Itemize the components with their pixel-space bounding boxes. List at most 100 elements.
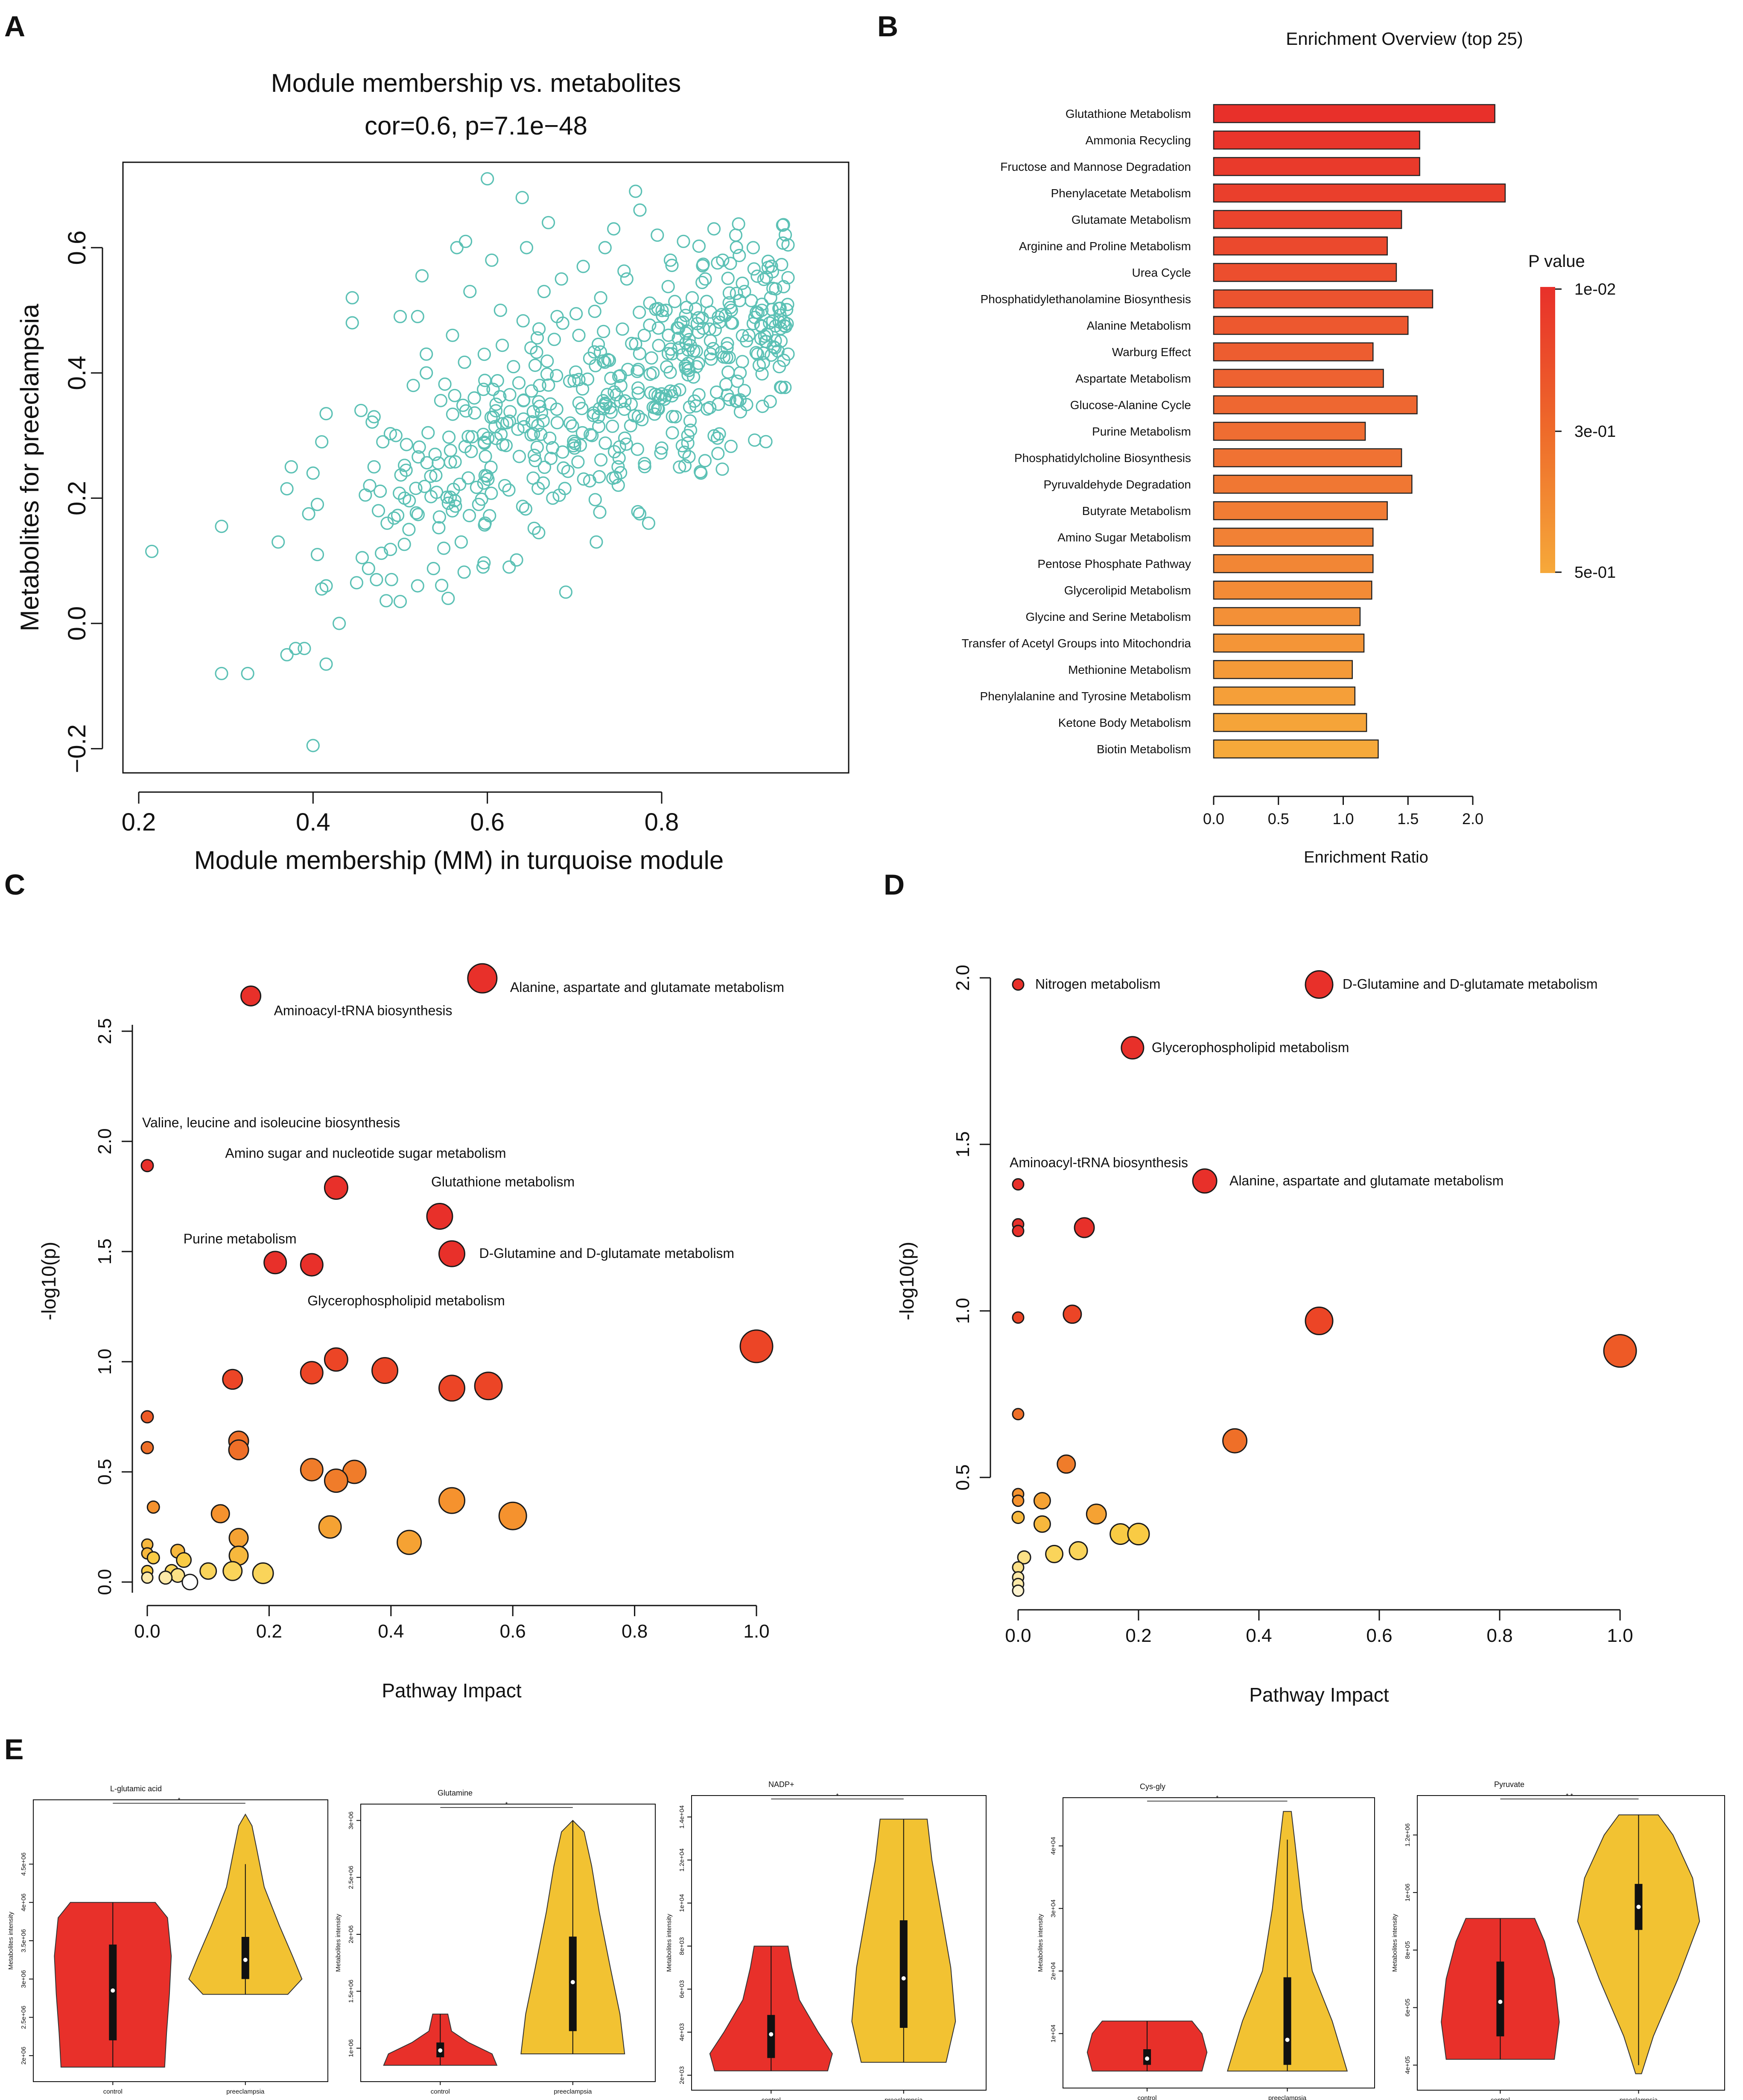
scatter-point xyxy=(319,407,333,421)
y-tick-label: 6e+03 xyxy=(678,1980,686,1998)
scatter-point xyxy=(682,363,696,377)
panel-d: D 0.5 1.0 1.5 2.0 0.0 0.2 0.4 0.6 0.8 1.0 Nitrog… xyxy=(884,869,1637,1706)
scatter-point xyxy=(631,442,644,456)
scatter-point xyxy=(319,579,333,593)
scatter-point xyxy=(345,291,359,304)
scatter-point xyxy=(429,468,443,482)
y-tick-label: 1.2e+04 xyxy=(678,1848,686,1872)
scatter-point xyxy=(593,470,606,484)
bar-category-label: Arginine and Proline Metabolism xyxy=(1019,240,1191,253)
x-tick-label: 0.8 xyxy=(622,1621,648,1642)
scatter-point xyxy=(490,374,504,388)
pathway-bubble xyxy=(1074,1217,1095,1238)
scatter-point xyxy=(590,535,603,549)
x-category-label: control xyxy=(1491,2097,1510,2100)
scatter-point xyxy=(746,241,760,254)
scatter-point xyxy=(424,469,438,483)
y-tick-label: 2.5e+06 xyxy=(347,1866,355,1889)
scatter-point xyxy=(599,436,612,450)
scatter-point xyxy=(772,301,786,316)
bar-category-label: Glycine and Serine Metabolism xyxy=(1025,610,1191,623)
scatter-point xyxy=(426,562,441,576)
scatter-point xyxy=(616,322,629,336)
pathway-bubble xyxy=(210,1504,230,1524)
significance-marker: * xyxy=(505,1801,508,1808)
x-category-label: preeclampsia xyxy=(226,2088,265,2095)
scatter-point xyxy=(502,560,516,574)
scatter-point xyxy=(572,328,586,342)
pathway-label: Glutathione metabolism xyxy=(431,1174,575,1189)
scatter-point xyxy=(712,310,725,324)
scatter-point xyxy=(604,371,618,385)
scatter-point xyxy=(415,269,429,283)
pathway-bubble xyxy=(228,1528,249,1548)
scatter-point xyxy=(527,448,541,462)
scatter-point xyxy=(721,336,734,351)
y-tick-label: 2.5 xyxy=(94,1018,115,1044)
pathway-bubble xyxy=(252,1562,274,1584)
enrichment-bar xyxy=(1213,316,1409,335)
scatter-point xyxy=(774,380,788,394)
scatter-point xyxy=(547,333,561,346)
panel-d-y-label: -log10(p) xyxy=(896,1242,918,1320)
panel-a-subtitle: cor=0.6, p=7.1e−48 xyxy=(365,111,587,140)
scatter-point xyxy=(733,249,746,263)
enrichment-bar xyxy=(1213,580,1372,600)
scatter-point xyxy=(478,374,492,387)
scatter-point xyxy=(552,488,566,502)
y-tick-label: 8e+03 xyxy=(678,1937,686,1955)
scatter-point xyxy=(215,667,228,680)
panel-e: E L-glutamic acid 2e+06 2.5e+06 3e+06 3.5e+0… xyxy=(4,1733,1725,2100)
y-tick-label: 0.0 xyxy=(63,606,91,641)
pathway-label: D-Glutamine and D-glutamate metabolism xyxy=(1343,977,1598,992)
scatter-point xyxy=(503,388,517,401)
scatter-point xyxy=(461,471,475,485)
scatter-point xyxy=(663,366,677,379)
y-tick-label: 0.4 xyxy=(63,356,91,390)
scatter-point xyxy=(478,518,491,532)
scatter-point xyxy=(637,328,651,342)
scatter-point xyxy=(678,459,692,473)
pathway-bubble xyxy=(474,1372,503,1401)
scatter-point xyxy=(633,507,647,521)
scatter-point xyxy=(437,541,451,555)
y-tick-label: 4e+06 xyxy=(20,1893,27,1911)
pathway-bubble xyxy=(1305,1306,1334,1335)
scatter-point xyxy=(557,461,570,475)
scatter-point xyxy=(498,479,512,492)
scatter-point xyxy=(532,526,546,540)
pathway-label: Glycerophospholipid metabolism xyxy=(307,1293,505,1308)
scatter-point xyxy=(540,367,554,381)
scatter-point xyxy=(566,439,580,453)
scatter-point xyxy=(601,388,614,401)
pathway-bubble xyxy=(1012,1408,1025,1421)
scatter-point xyxy=(517,412,530,426)
pathway-bubble xyxy=(1033,1515,1051,1533)
scatter-point xyxy=(613,440,626,454)
scatter-point xyxy=(678,359,692,373)
scatter-point xyxy=(380,594,393,608)
bar-category-label: Phenylacetate Metabolism xyxy=(1051,187,1191,200)
scatter-point xyxy=(633,203,647,217)
scatter-point xyxy=(446,328,459,342)
scatter-point xyxy=(740,334,753,348)
scatter-point xyxy=(468,406,482,420)
scatter-point xyxy=(757,272,771,287)
pathway-bubble xyxy=(467,963,498,994)
scatter-point xyxy=(730,395,744,408)
scatter-point xyxy=(575,382,590,396)
scatter-point xyxy=(540,354,554,368)
violin-iqr-box xyxy=(767,2015,775,2058)
scatter-point xyxy=(428,447,442,461)
panel-a-plot-box xyxy=(122,161,850,774)
y-tick-label: 1.5 xyxy=(94,1238,115,1264)
scatter-point xyxy=(477,348,491,361)
significance-marker: * xyxy=(178,1797,180,1804)
scatter-point xyxy=(703,401,717,415)
x-tick-label: 0.4 xyxy=(296,808,330,836)
x-tick-label: 0.2 xyxy=(122,808,156,836)
scatter-point xyxy=(777,315,791,329)
y-tick-label: −0.2 xyxy=(63,724,91,773)
panel-a: A Module membership vs. metabolites cor=… xyxy=(4,10,850,875)
scatter-point xyxy=(555,272,568,286)
